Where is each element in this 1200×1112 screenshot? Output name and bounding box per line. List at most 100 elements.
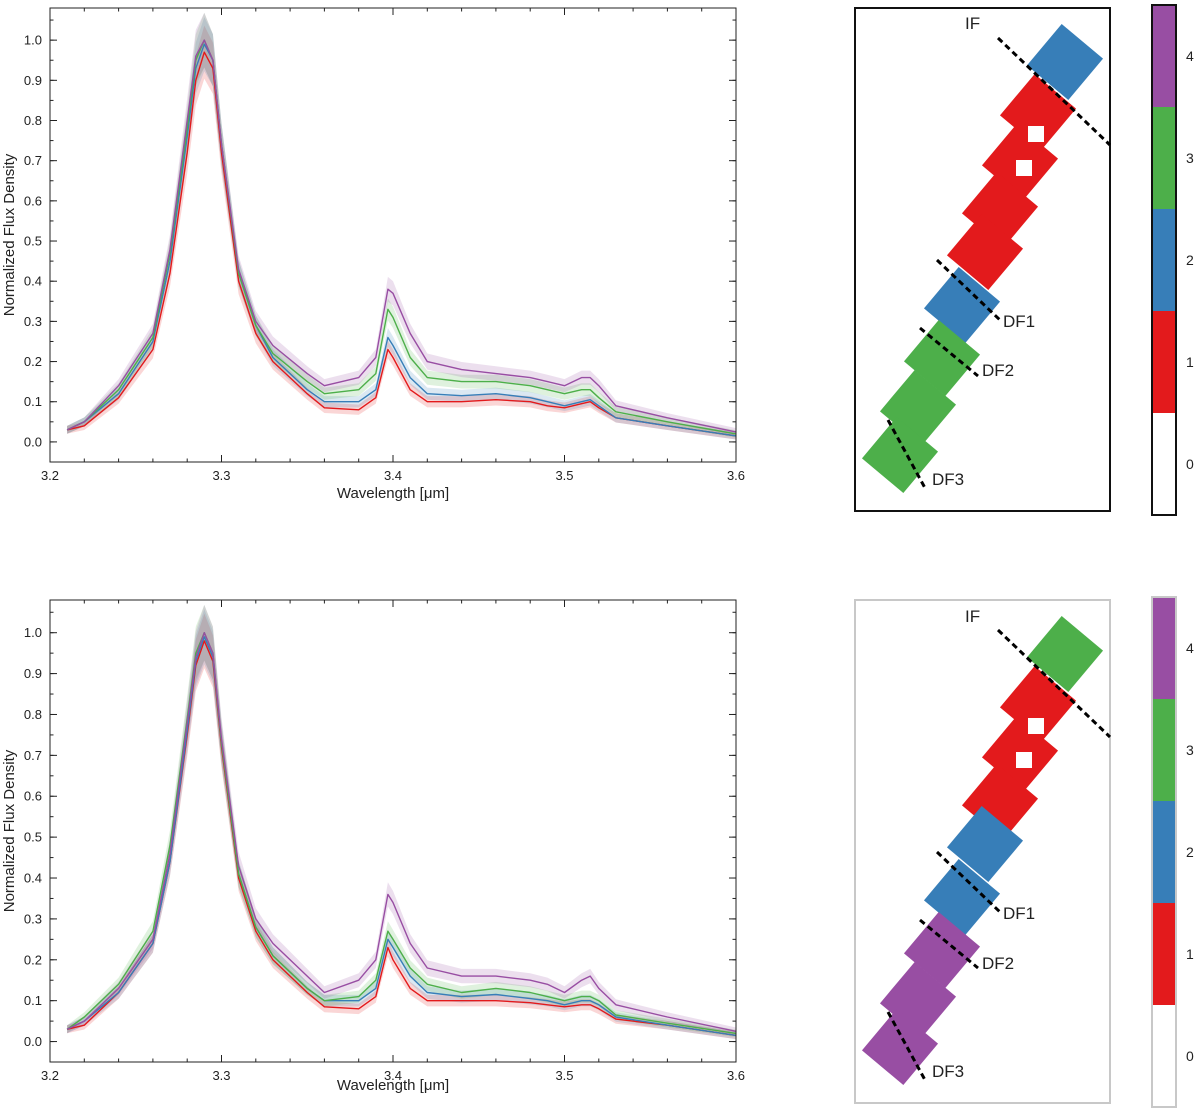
colorbar-band-1 [1152,311,1176,413]
y-tick-label: 0.3 [24,911,42,926]
y-tick-label: 0.5 [24,830,42,845]
y-tick-label: 0.5 [24,234,42,249]
colorbar-band-4 [1152,597,1176,699]
series-4-line [66,632,737,1032]
x-tick-label: 3.6 [727,1068,745,1083]
colorbar-band-0 [1152,1005,1176,1107]
map-region-0 [1026,23,1104,101]
cut-df1 [935,258,1002,322]
map-region-0 [1026,615,1104,693]
y-tick-label: 0.7 [24,748,42,763]
y-tick-label: 0.0 [24,1034,42,1049]
map-hole-1 [1016,160,1032,176]
y-tick-label: 0.3 [24,314,42,329]
series-2-band [67,17,737,440]
series-1-line [66,51,737,437]
x-tick-label: 3.5 [555,1068,573,1083]
colorbar-band-2 [1152,801,1176,903]
x-tick-label: 3.4 [384,1068,402,1083]
colorbar-tick-4: 4 [1186,640,1194,656]
colorbar-band-1 [1152,903,1176,1005]
y-tick-label: 0.9 [24,73,42,88]
cut-df2 [919,326,979,378]
cut-df1 [935,850,1002,914]
spectrum-chart-bottom: 3.2 3.3 3.4 3.5 3.6 0.0 0.1 0.2 0.3 0.4 0.5 0.6 0.7 0… [1,599,745,1094]
colorbar-bottom: 4 3 2 1 0 [1151,596,1194,1108]
y-tick-label: 0.0 [24,434,42,449]
y-tick-label: 0.1 [24,394,42,409]
y-tick-label: 0.2 [24,952,42,967]
y-tick-label: 0.8 [24,707,42,722]
colorbar-tick-2: 2 [1186,844,1194,860]
plot-frame [49,7,737,463]
series-1-band [67,25,737,440]
series-3-line [66,39,737,435]
y-tick-label: 1.0 [24,33,42,48]
colorbar-frame [1151,596,1177,1108]
colorbar-band-3 [1152,107,1176,209]
y-axis-label: Normalized Flux Density [1,749,18,912]
cut-df3 [886,1011,927,1081]
x-axis-label: Wavelength [μm] [337,1077,449,1094]
y-tick-label: 0.4 [24,274,42,289]
label-df3: DF3 [932,1062,964,1081]
label-df2: DF2 [982,954,1014,973]
colorbar-tick-3: 3 [1186,150,1194,166]
region-map-bottom: IF DF1 DF2 DF3 [854,599,1112,1104]
label-if: IF [965,14,980,33]
plot-frame [49,599,737,1063]
colorbar-band-2 [1152,209,1176,311]
y-tick-label: 0.6 [24,193,42,208]
series-3-band [67,604,737,1038]
series-2-line [66,43,737,437]
x-tick-label: 3.5 [555,468,573,483]
y-tick-label: 0.2 [24,354,42,369]
map-region-4 [946,805,1024,883]
y-tick-label: 0.9 [24,666,42,681]
label-df1: DF1 [1003,312,1035,331]
x-tick-label: 3.6 [727,468,745,483]
label-df2: DF2 [982,361,1014,380]
colorbar-band-0 [1152,413,1176,515]
map-hole-0 [1028,718,1044,734]
colorbar-top: 4 3 2 1 0 [1151,4,1194,516]
x-tick-label: 3.2 [41,1068,59,1083]
colorbar-band-3 [1152,699,1176,801]
map-region-4 [946,213,1024,291]
x-axis-label: Wavelength [μm] [337,485,449,502]
colorbar-tick-0: 0 [1186,1048,1194,1064]
y-tick-label: 0.4 [24,871,42,886]
colorbar-tick-4: 4 [1186,48,1194,64]
colorbar-frame [1151,4,1177,516]
region-map-top: IF DF1 DF2 DF3 [854,7,1112,512]
map-hole-0 [1028,126,1044,142]
label-if: IF [965,607,980,626]
series-2-line [66,636,737,1037]
cut-if [996,628,1112,739]
colorbar-tick-1: 1 [1186,946,1194,962]
spectrum-chart-top: 3.2 3.3 3.4 3.5 3.6 0.0 0.1 0.2 0.3 0.4 0.5 0.6 0.7 0… [1,7,745,502]
cut-if [996,36,1112,147]
x-tick-label: 3.3 [212,1068,230,1083]
y-tick-label: 0.7 [24,153,42,168]
y-tick-label: 0.6 [24,789,42,804]
colorbar-tick-1: 1 [1186,354,1194,370]
y-axis-label: Normalized Flux Density [1,153,18,316]
cut-df2 [919,918,979,970]
cut-df3 [886,419,927,489]
series-4-line [66,39,737,433]
x-tick-label: 3.3 [212,468,230,483]
x-tick-label: 3.2 [41,468,59,483]
label-df1: DF1 [1003,904,1035,923]
colorbar-tick-3: 3 [1186,742,1194,758]
label-df3: DF3 [932,470,964,489]
y-tick-label: 0.1 [24,993,42,1008]
map-hole-1 [1016,752,1032,768]
colorbar-tick-2: 2 [1186,252,1194,268]
y-tick-label: 0.8 [24,113,42,128]
colorbar-band-4 [1152,5,1176,107]
y-tick-label: 1.0 [24,625,42,640]
x-tick-label: 3.4 [384,468,402,483]
colorbar-tick-0: 0 [1186,456,1194,472]
